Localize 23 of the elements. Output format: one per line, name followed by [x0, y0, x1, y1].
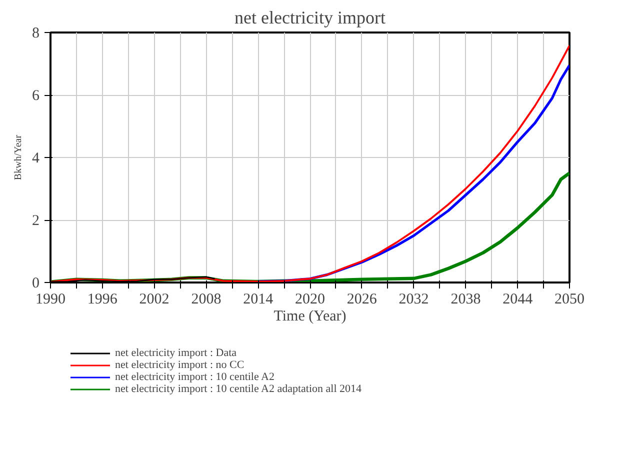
y-tick-label: 2 — [32, 213, 40, 229]
x-tick-label: 2044 — [502, 292, 534, 308]
y-tick-label: 0 — [32, 276, 40, 292]
x-tick-label: 1990 — [36, 292, 66, 308]
y-tick-label: 6 — [32, 88, 40, 104]
y-axis-title: Bkwh/Year — [13, 134, 24, 180]
x-tick-label: 2020 — [295, 292, 325, 308]
x-tick-label: 2026 — [346, 292, 378, 308]
x-tick-label: 2014 — [243, 292, 274, 308]
x-tick-label: 2038 — [450, 292, 481, 308]
x-tick-label: 2008 — [191, 292, 222, 308]
legend-label: net electricity import : no CC — [115, 359, 244, 371]
y-tick-label: 8 — [32, 26, 40, 42]
x-axis-title: Time (Year) — [274, 308, 346, 324]
x-tick-label: 2002 — [139, 292, 170, 308]
chart-title: net electricity import — [234, 8, 386, 28]
legend-label: net electricity import : 10 centile A2 — [115, 371, 274, 383]
legend-label: net electricity import : Data — [115, 347, 237, 359]
x-tick-label: 2032 — [398, 292, 429, 308]
x-tick-label: 1996 — [87, 292, 118, 308]
x-tick-label: 2050 — [554, 292, 584, 308]
y-tick-label: 4 — [32, 150, 40, 166]
legend-label: net electricity import : 10 centile A2 adaptation all 2014 — [115, 383, 362, 395]
